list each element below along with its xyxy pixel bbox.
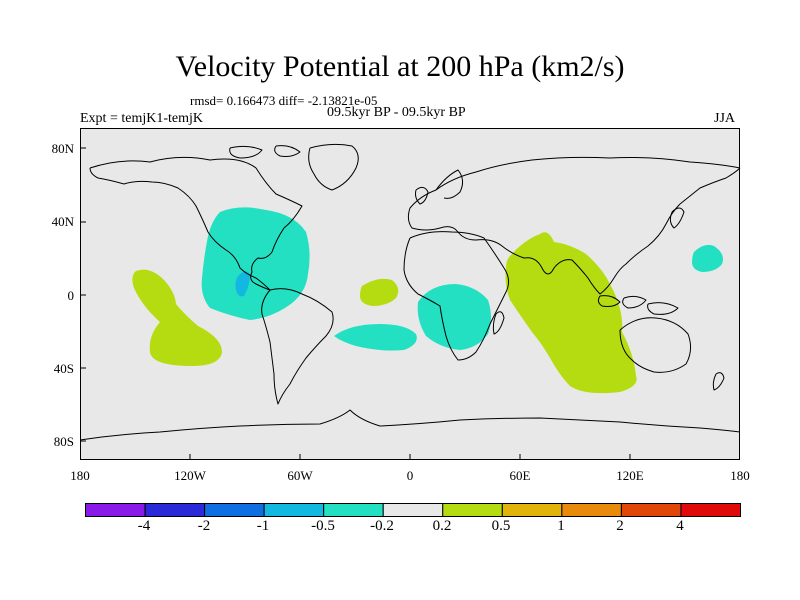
lon-label-60w: 60W bbox=[287, 468, 313, 483]
colorbar-label: -2 bbox=[197, 518, 211, 534]
experiment-label: Expt = temjK1-temjK bbox=[80, 111, 203, 126]
colorbar-box bbox=[620, 503, 682, 517]
map-background bbox=[80, 128, 740, 460]
lat-label-0: 0 bbox=[67, 288, 75, 303]
lon-label-180e: 180 bbox=[730, 468, 750, 483]
contour-neg-africa bbox=[417, 284, 491, 350]
contour-neg-west-pacific bbox=[692, 244, 723, 272]
coast-south-america bbox=[261, 288, 334, 405]
axis-ticks bbox=[80, 147, 631, 460]
colorbar-label: 0.5 bbox=[491, 518, 511, 534]
colorbar-label: 4 bbox=[676, 518, 684, 534]
contour-pos-atlantic bbox=[360, 278, 399, 306]
lon-label-120e: 120E bbox=[616, 468, 644, 483]
colorbar-box bbox=[85, 503, 146, 517]
plot-title: Velocity Potential at 200 hPa (km2/s) bbox=[175, 50, 625, 83]
contour-neg1-central-america bbox=[235, 271, 250, 297]
colorbar-box bbox=[442, 503, 503, 517]
colorbar bbox=[85, 503, 741, 517]
colorbar-box bbox=[204, 503, 265, 517]
colorbar-label: -0.2 bbox=[370, 518, 394, 534]
coast-uk bbox=[415, 186, 429, 205]
coast-greenland bbox=[308, 143, 359, 191]
lon-label-120w: 120W bbox=[174, 468, 206, 483]
colorbar-box bbox=[561, 503, 622, 517]
contour-fills bbox=[132, 207, 723, 394]
colorbar-label: 0.2 bbox=[432, 518, 452, 534]
coast-madagascar bbox=[492, 311, 505, 335]
coast-arctic-islands bbox=[229, 145, 301, 159]
lon-label-0: 0 bbox=[406, 468, 414, 483]
colorbar-label: -1 bbox=[256, 518, 270, 534]
lon-label-60e: 60E bbox=[509, 468, 531, 483]
season-label: JJA bbox=[714, 111, 736, 126]
rmsd-diff-stats: rmsd= 0.166473 diff= -2.13821e-05 bbox=[190, 93, 378, 108]
colorbar-label: 2 bbox=[616, 518, 624, 534]
lon-label-180w: 180 bbox=[70, 468, 90, 483]
coastlines bbox=[80, 143, 741, 441]
contour-neg-americas bbox=[201, 207, 310, 320]
coast-scandinavia bbox=[435, 169, 464, 199]
coast-north-america bbox=[89, 156, 303, 291]
coast-new-zealand bbox=[712, 372, 725, 391]
contour-pos-pacific bbox=[132, 269, 222, 366]
colorbar-box bbox=[382, 503, 444, 517]
colorbar-box bbox=[501, 503, 563, 517]
coast-australia bbox=[619, 317, 692, 373]
coast-japan bbox=[669, 207, 685, 229]
coast-antarctica bbox=[80, 409, 741, 441]
lat-label-40s: 40S bbox=[53, 361, 74, 376]
colorbar-label: -0.5 bbox=[311, 518, 335, 534]
coast-maritime-se-asia bbox=[597, 295, 679, 315]
coast-africa bbox=[403, 231, 510, 361]
colorbar-box bbox=[323, 503, 384, 517]
period-label: 09.5kyr BP - 09.5kyr BP bbox=[327, 105, 466, 120]
colorbar-label: -4 bbox=[137, 518, 151, 534]
colorbar-box bbox=[144, 503, 206, 517]
colorbar-box bbox=[263, 503, 325, 517]
contour-neg-south-atlantic bbox=[334, 324, 417, 351]
lat-label-80s: 80S bbox=[53, 434, 74, 449]
lat-label-40n: 40N bbox=[51, 214, 74, 229]
contour-pos-indian bbox=[505, 232, 637, 394]
colorbar-box bbox=[680, 503, 741, 517]
colorbar-label: 1 bbox=[557, 518, 565, 534]
map-plot bbox=[80, 128, 741, 460]
lat-label-80n: 80N bbox=[51, 141, 74, 156]
